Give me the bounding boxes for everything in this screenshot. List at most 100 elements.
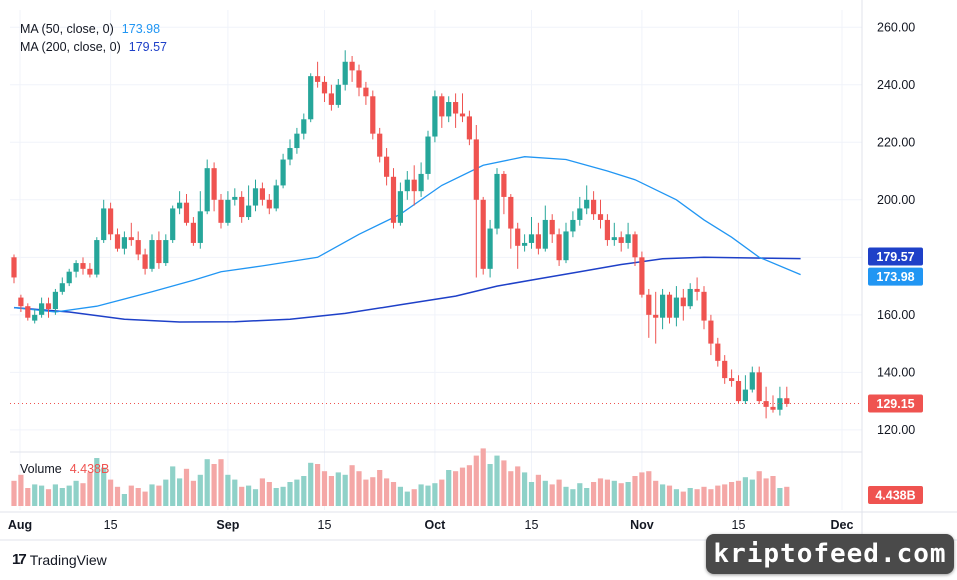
candle <box>190 217 196 246</box>
last-price-badge-text: 129.15 <box>876 397 914 411</box>
candle-body <box>211 168 217 200</box>
candle <box>218 194 224 229</box>
volume-bar <box>756 471 762 506</box>
candle-body <box>570 219 576 232</box>
volume-bar <box>66 485 72 506</box>
candle-body <box>114 234 121 249</box>
candle-body <box>439 96 445 117</box>
candle <box>666 291 673 324</box>
candle <box>32 309 38 324</box>
candle-body <box>342 61 348 85</box>
price-tick-label: 160.00 <box>877 308 915 322</box>
candle <box>25 303 31 321</box>
candle <box>735 375 742 404</box>
ma200-badge-text: 179.57 <box>876 250 914 264</box>
candle <box>404 171 410 200</box>
candle <box>39 297 45 318</box>
volume-bar <box>218 459 224 506</box>
candle <box>515 222 521 269</box>
candle <box>156 231 162 269</box>
candle <box>225 191 231 226</box>
volume-bar <box>363 479 369 506</box>
candle-body <box>425 136 431 174</box>
volume-bar <box>742 477 748 506</box>
candle <box>729 369 735 387</box>
time-tick-label: Aug <box>8 518 32 532</box>
candle <box>446 96 452 123</box>
candle <box>535 222 541 255</box>
candle-body <box>715 343 721 361</box>
candle-body <box>135 240 141 255</box>
volume-bar <box>121 494 127 506</box>
volume-bar <box>432 483 438 506</box>
candle <box>604 214 610 246</box>
candle <box>480 196 486 275</box>
candle-body <box>446 102 452 117</box>
volume-bar <box>770 476 776 506</box>
candle-body <box>287 148 293 160</box>
candle <box>708 314 714 356</box>
candle-body <box>777 398 783 410</box>
candle <box>363 81 369 105</box>
time-tick-label: 15 <box>525 518 539 532</box>
volume-bar <box>425 485 431 506</box>
volume-bar <box>370 477 376 506</box>
volume-bar <box>239 486 245 506</box>
candle <box>170 205 176 243</box>
candle-body <box>749 372 755 390</box>
candle-body <box>466 116 472 140</box>
candle <box>239 191 245 223</box>
volume-bar <box>177 478 183 506</box>
volume-bar <box>618 483 624 506</box>
candle-body <box>604 219 610 241</box>
volume-bar <box>163 479 169 506</box>
volume-bar <box>459 467 466 506</box>
volume-bar <box>156 485 162 506</box>
candle-body <box>163 240 169 264</box>
volume-bar <box>777 488 783 506</box>
ma50-legend-label: MA (50, close, 0) <box>20 22 114 36</box>
candle <box>618 231 624 252</box>
candle <box>522 234 528 252</box>
candle <box>390 168 397 229</box>
candle-body <box>459 113 466 117</box>
volume-bar <box>515 466 521 506</box>
volume-bar <box>18 474 24 506</box>
volume-bar <box>308 462 314 506</box>
tradingview-logo[interactable]: 17 TradingView <box>12 551 107 568</box>
candle-body <box>549 219 555 235</box>
watermark-text: kriptofeed.com <box>713 539 947 569</box>
volume-bar <box>694 489 700 506</box>
candle <box>197 191 203 249</box>
candle <box>591 191 597 220</box>
volume-bar <box>101 467 107 506</box>
volume-legend-value: 4.438B <box>69 462 110 476</box>
candle-body <box>239 196 245 218</box>
time-tick-label: Sep <box>216 518 239 532</box>
candle-body <box>735 380 742 402</box>
candle-body <box>190 222 196 243</box>
tradingview-wordmark: TradingView <box>29 551 107 568</box>
candle-body <box>397 191 403 223</box>
time-tick-label: Oct <box>424 518 446 532</box>
volume-bar <box>52 484 58 506</box>
candle-body <box>577 208 583 220</box>
candle-body <box>487 228 493 269</box>
candle-body <box>522 242 528 246</box>
volume-bar <box>190 480 196 506</box>
candle <box>701 286 707 330</box>
volume-bar <box>87 472 93 506</box>
candle-body <box>25 306 31 318</box>
candle-body <box>280 159 286 186</box>
candle <box>501 171 507 215</box>
volume-legend: Volume 4.438B <box>20 462 109 476</box>
volume-bar <box>294 479 300 506</box>
volume-bar <box>453 471 459 506</box>
candle <box>556 228 562 266</box>
volume-bar <box>473 455 479 506</box>
candle-body <box>528 234 535 243</box>
candle-body <box>770 406 776 410</box>
volume-bar <box>735 480 742 506</box>
candle <box>660 288 666 330</box>
